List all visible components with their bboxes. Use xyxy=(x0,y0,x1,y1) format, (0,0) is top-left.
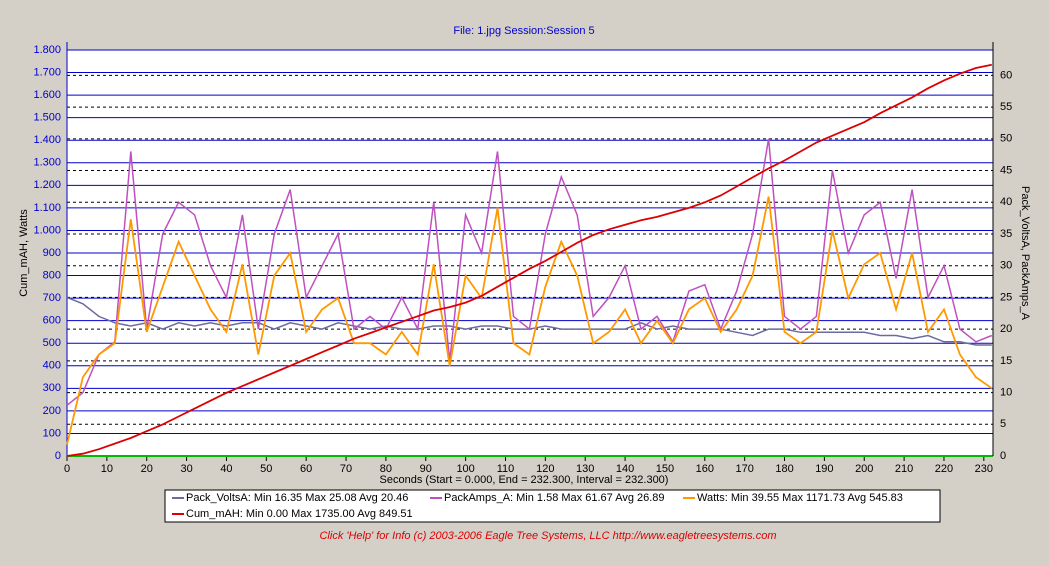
y2-tick-label: 5 xyxy=(1000,418,1006,430)
y2-tick-label: 15 xyxy=(1000,355,1012,367)
y-tick-label: 500 xyxy=(43,337,61,349)
legend-label: Watts: Min 39.55 Max 1171.73 Avg 545.83 xyxy=(697,492,903,504)
y-tick-label: 1.400 xyxy=(33,134,61,146)
y-tick-label: 600 xyxy=(43,315,61,327)
y-tick-label: 1.000 xyxy=(33,224,61,236)
y-tick-label: 900 xyxy=(43,247,61,259)
y2-tick-label: 55 xyxy=(1000,101,1012,113)
x-tick-label: 100 xyxy=(456,463,474,475)
y2-tick-label: 35 xyxy=(1000,228,1012,240)
y2-tick-label: 50 xyxy=(1000,133,1012,145)
y-tick-label: 700 xyxy=(43,292,61,304)
y-tick-label: 1.700 xyxy=(33,66,61,78)
x-tick-label: 120 xyxy=(536,463,554,475)
x-tick-label: 40 xyxy=(220,463,232,475)
footer: Click 'Help' for Info (c) 2003-2006 Eagl… xyxy=(319,530,776,542)
y2-tick-label: 30 xyxy=(1000,260,1012,272)
y-tick-label: 1.300 xyxy=(33,157,61,169)
x-tick-label: 210 xyxy=(895,463,913,475)
x-tick-label: 190 xyxy=(815,463,833,475)
x-tick-label: 60 xyxy=(300,463,312,475)
x-tick-label: 80 xyxy=(380,463,392,475)
y2-tick-label: 0 xyxy=(1000,450,1006,462)
x-tick-label: 70 xyxy=(340,463,352,475)
x-tick-label: 110 xyxy=(497,463,515,475)
y-tick-label: 1.600 xyxy=(33,89,61,101)
y-tick-label: 800 xyxy=(43,269,61,281)
y-tick-label: 0 xyxy=(55,450,61,462)
y-tick-label: 400 xyxy=(43,360,61,372)
x-tick-label: 90 xyxy=(420,463,432,475)
y-tick-label: 1.800 xyxy=(33,44,61,56)
x-tick-label: 220 xyxy=(935,463,953,475)
legend-label: Cum_mAH: Min 0.00 Max 1735.00 Avg 849.51 xyxy=(186,508,413,520)
y2-tick-label: 40 xyxy=(1000,196,1012,208)
y2-tick-label: 10 xyxy=(1000,386,1012,398)
x-axis-label: Seconds (Start = 0.000, End = 232.300, I… xyxy=(380,474,669,486)
y-tick-label: 1.100 xyxy=(33,202,61,214)
x-tick-label: 0 xyxy=(64,463,70,475)
x-tick-label: 200 xyxy=(855,463,873,475)
x-tick-label: 20 xyxy=(141,463,153,475)
y2-axis-label: Pack_VoltsA, PackAmps_A xyxy=(1019,186,1031,321)
y-tick-label: 1.200 xyxy=(33,179,61,191)
series-line xyxy=(66,138,993,406)
y-tick-label: 300 xyxy=(43,382,61,394)
series-line xyxy=(66,63,992,457)
legend xyxy=(164,489,941,523)
legend-label: Pack_VoltsA: Min 16.35 Max 25.08 Avg 20.… xyxy=(186,492,408,504)
y-tick-label: 100 xyxy=(43,427,61,439)
x-tick-label: 10 xyxy=(101,463,113,475)
x-tick-label: 230 xyxy=(975,463,993,475)
y2-tick-label: 45 xyxy=(1000,164,1012,176)
y2-tick-label: 20 xyxy=(1000,323,1012,335)
x-tick-label: 180 xyxy=(775,463,793,475)
y-axis-label: Cum_mAH, Watts xyxy=(18,209,30,297)
chart-title: File: 1.jpg Session:Session 5 xyxy=(453,25,594,37)
x-tick-label: 50 xyxy=(260,463,272,475)
x-tick-label: 30 xyxy=(180,463,192,475)
x-tick-label: 130 xyxy=(576,463,594,475)
legend-label: PackAmps_A: Min 1.58 Max 61.67 Avg 26.89 xyxy=(444,492,665,504)
y2-tick-label: 60 xyxy=(1000,69,1012,81)
x-tick-label: 160 xyxy=(696,463,714,475)
x-tick-label: 150 xyxy=(656,463,674,475)
y-tick-label: 200 xyxy=(43,405,61,417)
y2-tick-label: 25 xyxy=(1000,291,1012,303)
series-line xyxy=(66,196,993,445)
x-tick-label: 140 xyxy=(616,463,634,475)
x-tick-label: 170 xyxy=(735,463,753,475)
y-tick-label: 1.500 xyxy=(33,112,61,124)
